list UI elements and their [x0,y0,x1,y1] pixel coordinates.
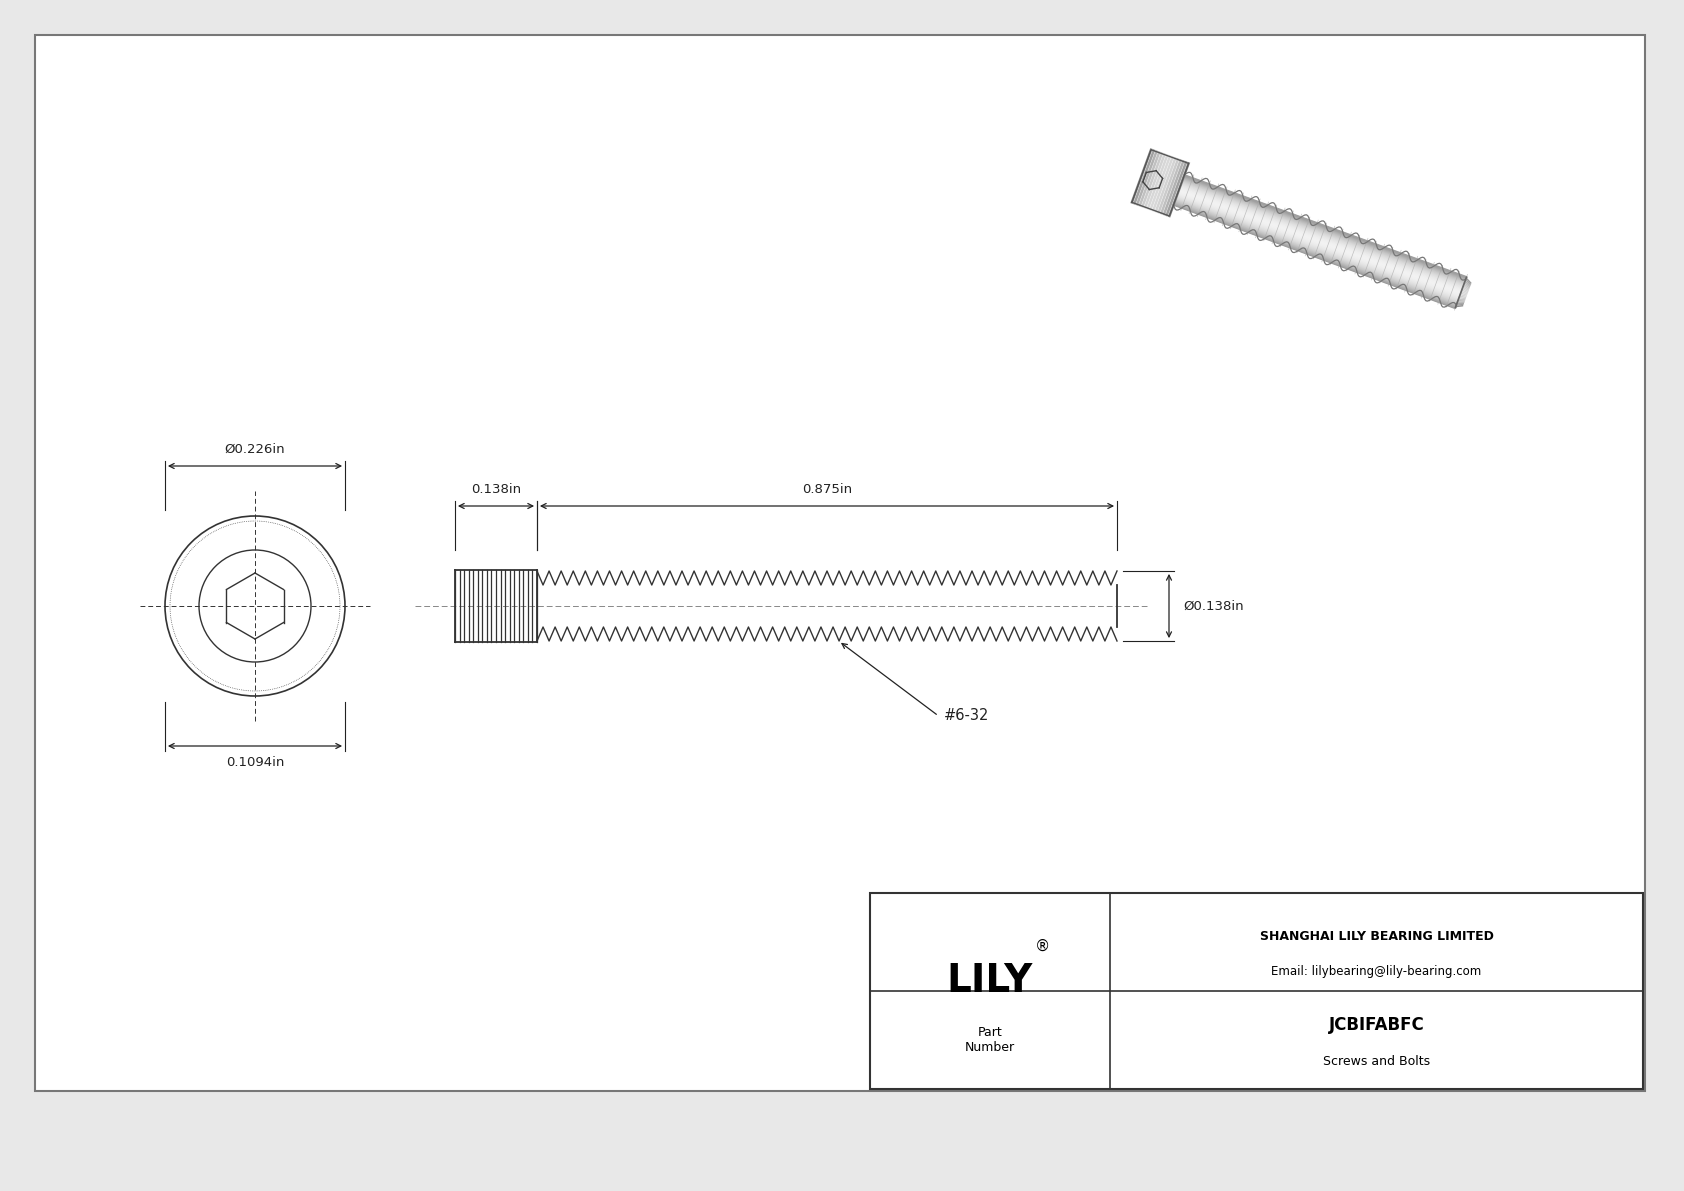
Bar [35,35,1645,1091]
Text: #6-32: #6-32 [943,709,989,723]
Bar [871,893,1644,1089]
Text: Ø0.226in: Ø0.226in [224,443,285,456]
Text: Email: lilybearing@lily-bearing.com: Email: lilybearing@lily-bearing.com [1271,965,1482,978]
Text: Screws and Bolts: Screws and Bolts [1324,1055,1430,1068]
Text: 0.138in: 0.138in [472,484,520,495]
Text: 0.1094in: 0.1094in [226,756,285,769]
Text: Ø0.138in: Ø0.138in [1182,599,1243,612]
Text: Part
Number: Part Number [965,1025,1015,1054]
Text: SHANGHAI LILY BEARING LIMITED: SHANGHAI LILY BEARING LIMITED [1260,930,1494,942]
Text: 0.875in: 0.875in [802,484,852,495]
Text: LILY: LILY [946,962,1032,1000]
Text: JCBIFABFC: JCBIFABFC [1329,1016,1425,1034]
Text: ®: ® [1036,939,1051,954]
